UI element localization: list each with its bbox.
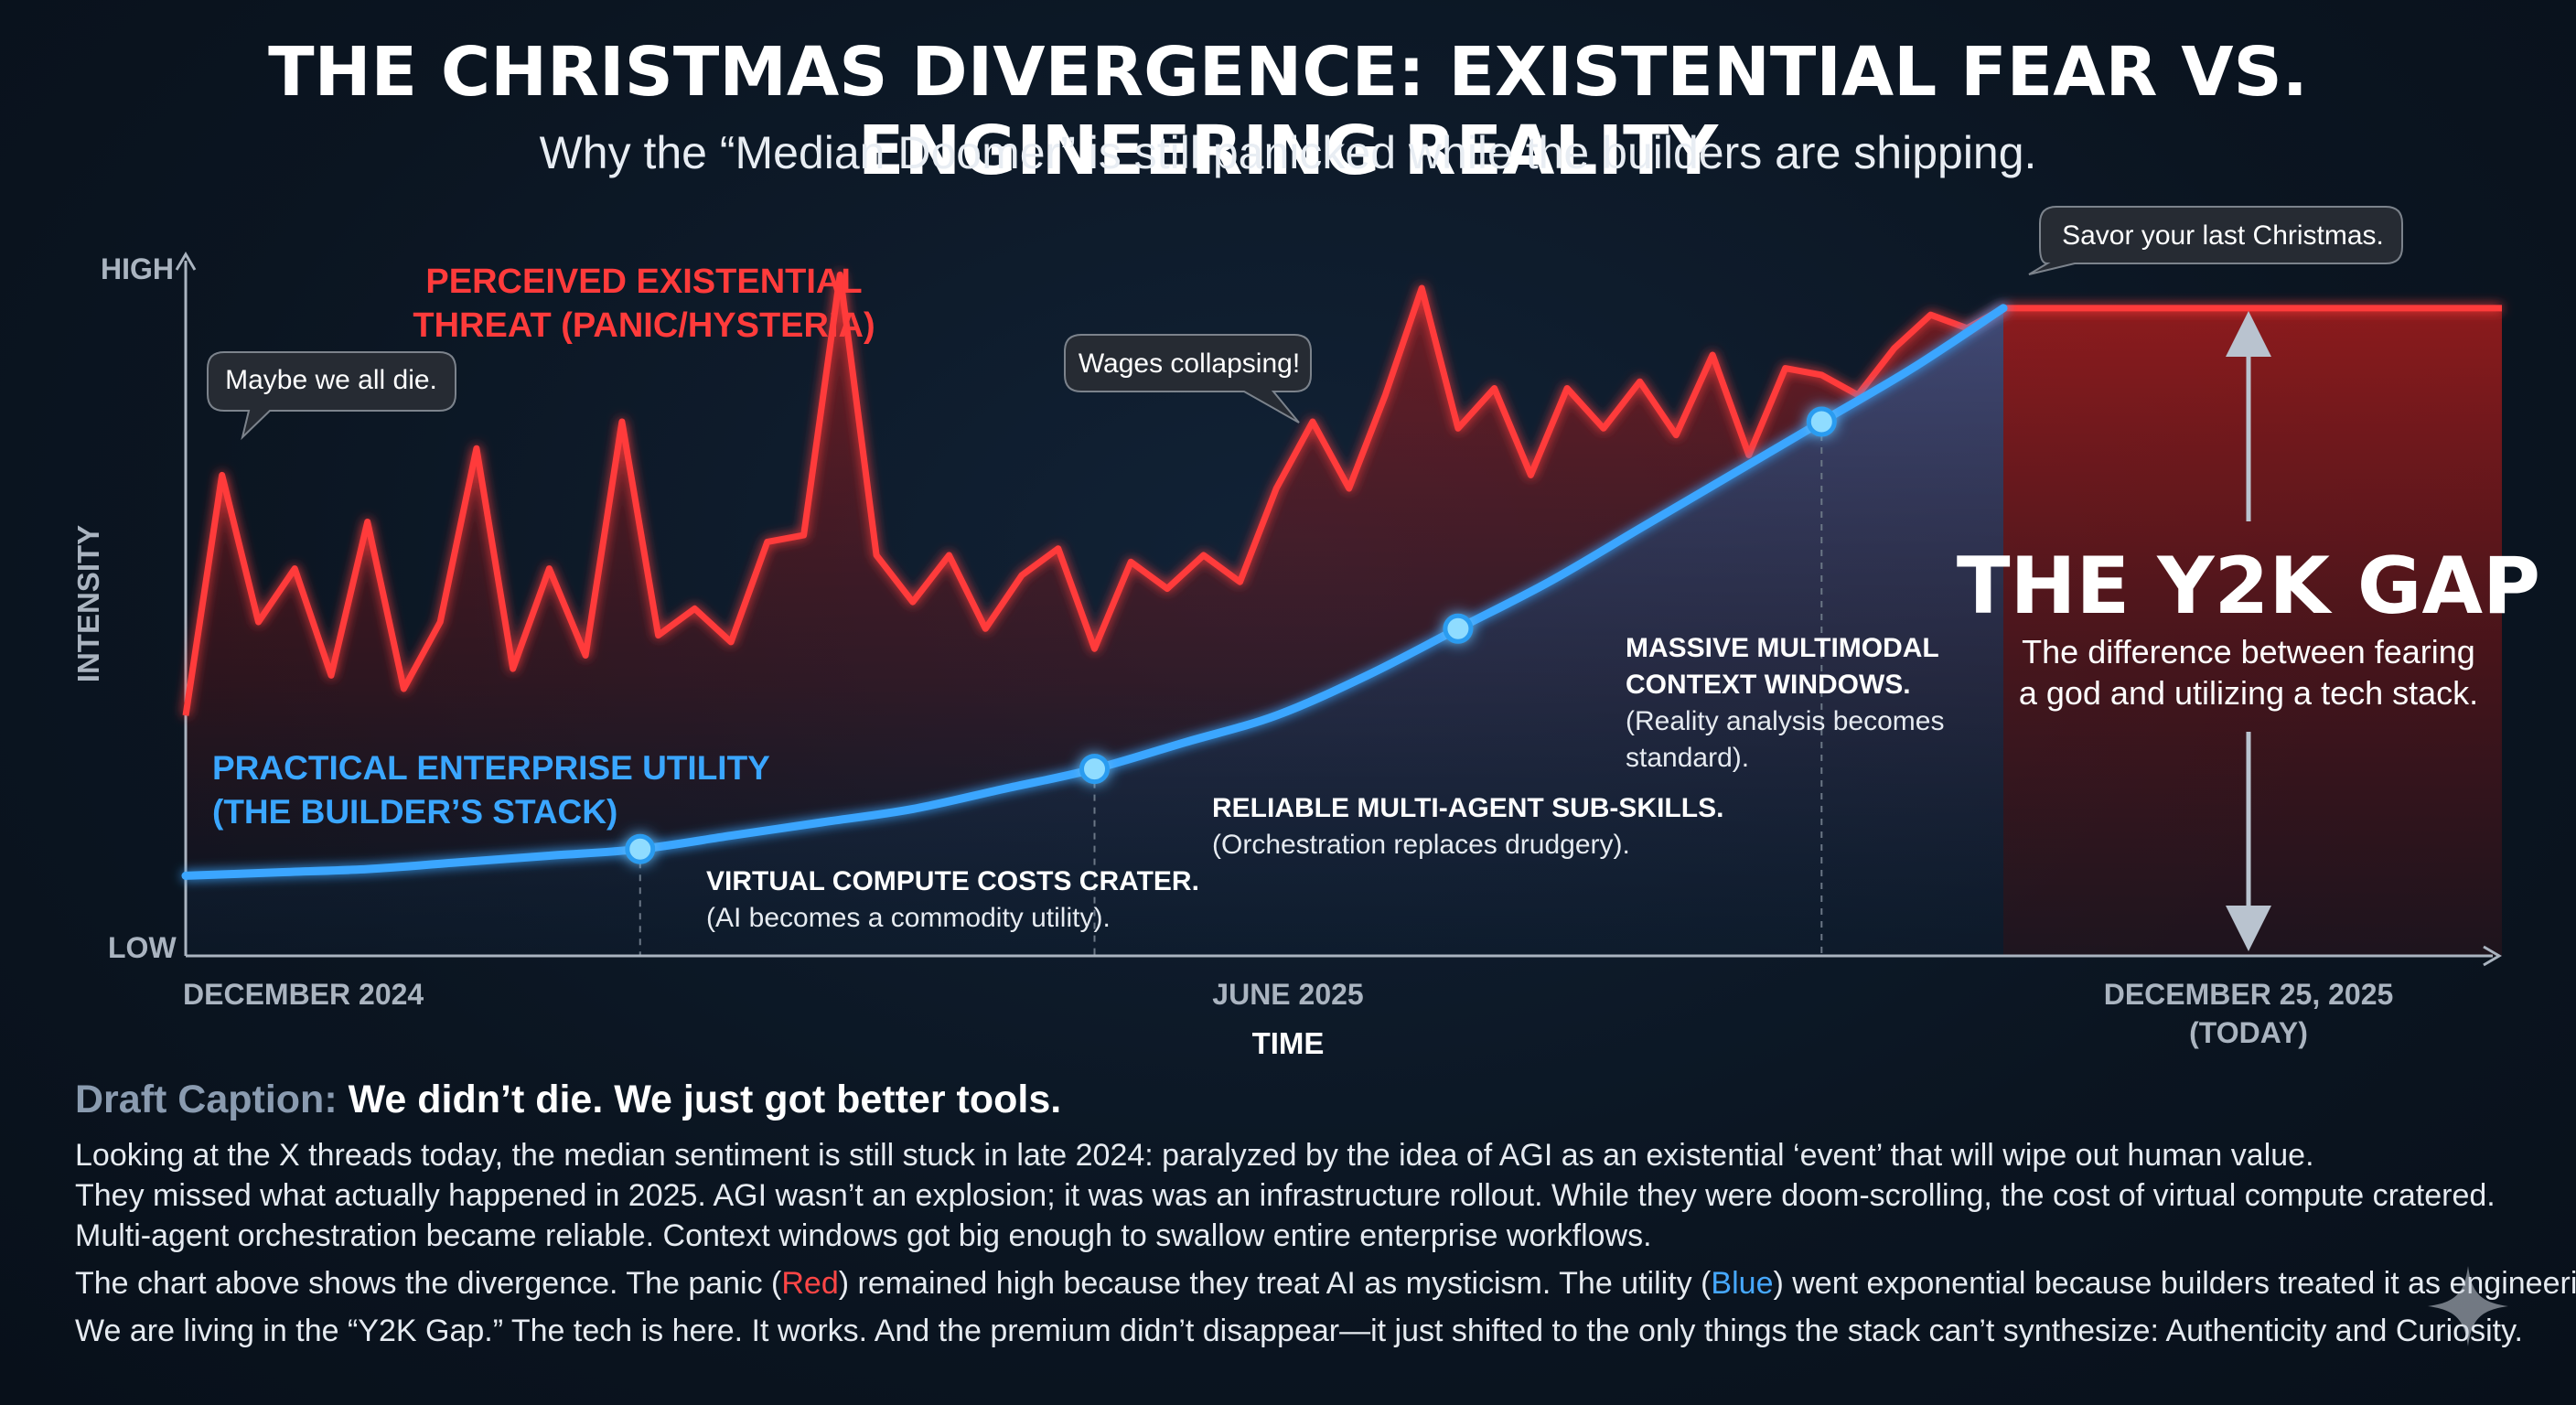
milestone-3-title-line1: MASSIVE MULTIMODAL (1626, 633, 1939, 663)
y2k-gap-fill (2003, 307, 2502, 956)
caption-line-1: Looking at the X threads today, the medi… (75, 1138, 2314, 1173)
x-axis-label: TIME (1252, 1026, 1325, 1060)
caption-line-2: They missed what actually happened in 20… (75, 1178, 2496, 1213)
milestone-1-desc: (AI becomes a commodity utility). (706, 903, 1111, 933)
caption-blue-word: Blue (1711, 1266, 1774, 1301)
speech-bubble-3-text: Savor your last Christmas. (2062, 220, 2384, 251)
page-subtitle: Why the “Median Doomer” is still panicke… (539, 127, 2037, 178)
fear-series-label-line2: THREAT (PANIC/HYSTERIA) (413, 306, 875, 345)
milestone-2-desc: (Orchestration replaces drudgery). (1212, 830, 1630, 860)
series-line-fear (182, 271, 2502, 716)
x-axis-arrow-icon (2483, 945, 2502, 967)
caption-block: Draft Caption: We didn’t die. We just go… (75, 1078, 2576, 1351)
fear-series-label-line1: PERCEIVED EXISTENTIAL (425, 263, 862, 301)
gap-desc-line2: a god and utilizing a tech stack. (2019, 674, 2478, 712)
milestone-guides (639, 422, 1823, 956)
milestone-3-desc-line1: (Reality analysis becomes (1626, 706, 1944, 736)
milestone-2-title: RELIABLE MULTI-AGENT SUB-SKILLS. (1212, 793, 1723, 823)
caption-line-4-a: The chart above shows the divergence. Th… (75, 1266, 782, 1301)
caption-prefix: Draft Caption: (75, 1078, 338, 1121)
x-tick-dec-2024: DECEMBER 2024 (183, 978, 424, 1011)
y-tick-low: LOW (108, 931, 177, 964)
milestone-1-title: VIRTUAL COMPUTE COSTS CRATER. (706, 866, 1199, 896)
caption-line-3: Multi-agent orchestration became reliabl… (75, 1218, 1652, 1253)
gap-desc-line1: The difference between fearing (2022, 633, 2475, 670)
speech-bubble-3: Savor your last Christmas. (2028, 206, 2403, 275)
milestone-3-title-line2: CONTEXT WINDOWS. (1626, 670, 1911, 700)
x-tick-today: (TODAY) (2189, 1016, 2308, 1049)
caption-line-4-b: ) remained high because they treat AI as… (838, 1266, 1712, 1301)
sparkle-icon (2428, 1266, 2508, 1346)
milestone-dot-2 (1079, 754, 1110, 785)
milestone-dot-1 (625, 833, 656, 864)
milestone-dot-3 (1443, 613, 1474, 644)
y-axis-arrow-icon (175, 252, 197, 271)
utility-area-fill (186, 307, 2003, 956)
gap-title: THE Y2K GAP (1957, 541, 2540, 632)
x-tick-dec-2025: DECEMBER 25, 2025 (2104, 978, 2394, 1011)
speech-bubble-2: Wages collapsing! (1064, 334, 1312, 424)
milestone-3-desc-line2: standard). (1626, 743, 1749, 773)
caption-title: We didn’t die. We just got better tools. (348, 1078, 1062, 1121)
milestone-dots (625, 406, 1837, 864)
utility-series-label-line1: PRACTICAL ENTERPRISE UTILITY (212, 749, 770, 787)
speech-bubble-1-text: Maybe we all die. (225, 365, 437, 395)
caption-red-word: Red (781, 1266, 839, 1301)
caption-line-4: The chart above shows the divergence. Th… (75, 1263, 2576, 1303)
milestone-dot-4 (1806, 406, 1837, 437)
y-tick-high: HIGH (101, 252, 174, 285)
utility-series-label-line2: (THE BUILDER’S STACK) (212, 793, 617, 831)
page-title: THE CHRISTMAS DIVERGENCE: EXISTENTIAL FE… (268, 33, 2308, 190)
speech-bubble-2-text: Wages collapsing! (1079, 349, 1300, 379)
caption-line-4-c: ) went exponential because builders trea… (1773, 1266, 2576, 1301)
caption-heading: Draft Caption: We didn’t die. We just go… (75, 1078, 2527, 1122)
caption-line-5: We are living in the “Y2K Gap.” The tech… (75, 1314, 2524, 1348)
speech-bubble-1: Maybe we all die. (207, 351, 456, 441)
y-axis-label: INTENSITY (71, 525, 105, 682)
x-tick-jun-2025: JUNE 2025 (1212, 978, 1363, 1011)
